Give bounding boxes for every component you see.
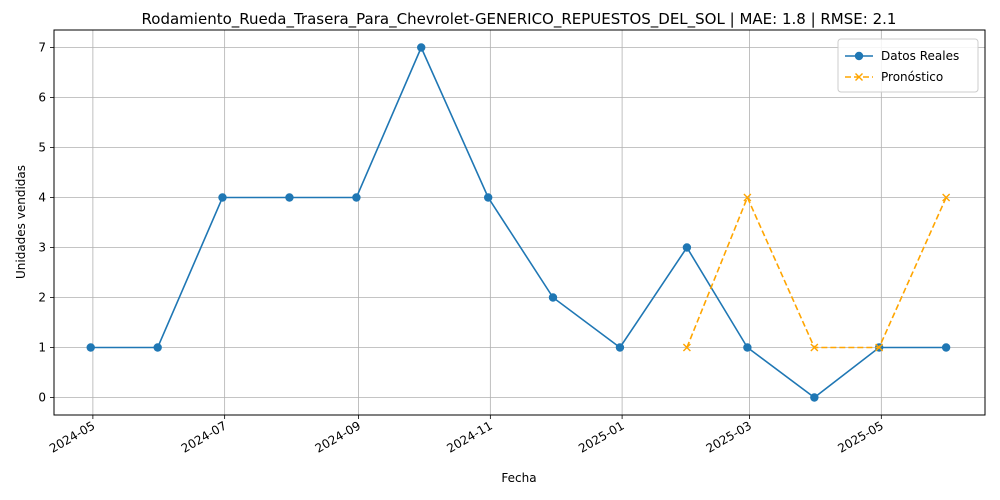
x-tick-label: 2024-09	[313, 418, 363, 455]
x-tick-label: 2024-05	[47, 418, 97, 455]
data-point	[810, 343, 819, 352]
x-tick-label: 2024-11	[444, 418, 494, 455]
legend-label: Datos Reales	[881, 49, 959, 63]
data-point	[86, 343, 95, 352]
legend-box	[837, 38, 979, 93]
legend-marker	[854, 51, 864, 61]
series-1	[682, 193, 951, 352]
marker-stroke	[875, 343, 884, 352]
data-point	[218, 193, 227, 202]
y-tick-label: 5	[38, 141, 46, 155]
plot-frame	[53, 29, 986, 416]
y-tick-label: 0	[38, 391, 46, 405]
legend-item-0: Datos Reales	[845, 49, 959, 63]
y-tick-label: 3	[38, 241, 46, 255]
y-axis-ticks: 0 1 2 3 4 5 6 7	[38, 41, 54, 405]
marker-stroke	[682, 343, 691, 352]
data-point	[285, 193, 294, 202]
series-0	[86, 43, 951, 402]
data-point	[548, 293, 558, 302]
x-tick-label: 2025-01	[576, 418, 626, 455]
x-axis-label: Fecha	[501, 471, 536, 485]
data-point	[941, 343, 951, 352]
data-point	[875, 343, 884, 352]
series-layer	[86, 43, 951, 402]
legend-item-1: Pronóstico	[845, 70, 943, 84]
data-point	[682, 243, 692, 252]
legend-marker	[855, 73, 863, 81]
data-point	[417, 43, 426, 52]
data-point	[153, 343, 162, 352]
y-tick-label: 7	[38, 41, 46, 55]
data-point	[483, 193, 493, 202]
data-point	[682, 343, 691, 352]
x-axis-ticks: 2024-05 2024-07 2024-09 2024-11 2025-01 2025-…	[47, 415, 886, 456]
marker-stroke	[942, 193, 951, 202]
data-point	[352, 193, 361, 202]
y-tick-label: 1	[38, 341, 46, 355]
data-point	[743, 343, 752, 352]
marker-stroke	[743, 193, 752, 202]
series-line	[686, 195, 947, 349]
y-axis-label: Unidades vendidas	[14, 165, 28, 279]
y-tick-label: 2	[38, 291, 46, 305]
data-point	[743, 193, 752, 202]
marker-stroke	[810, 343, 819, 352]
legend: Datos Reales Pronóstico	[837, 38, 979, 93]
x-tick-label: 2024-07	[179, 418, 229, 455]
chart-title: Rodamiento_Rueda_Trasera_Para_Chevrolet-…	[142, 10, 897, 29]
series-line	[90, 45, 947, 399]
x-tick-label: 2025-03	[704, 418, 754, 455]
data-point	[615, 343, 625, 352]
data-point	[942, 193, 951, 202]
x-tick-label: 2025-05	[835, 418, 885, 455]
data-point	[810, 393, 819, 402]
legend-label: Pronóstico	[881, 70, 943, 84]
y-tick-label: 6	[38, 91, 46, 105]
y-tick-label: 4	[38, 191, 46, 205]
